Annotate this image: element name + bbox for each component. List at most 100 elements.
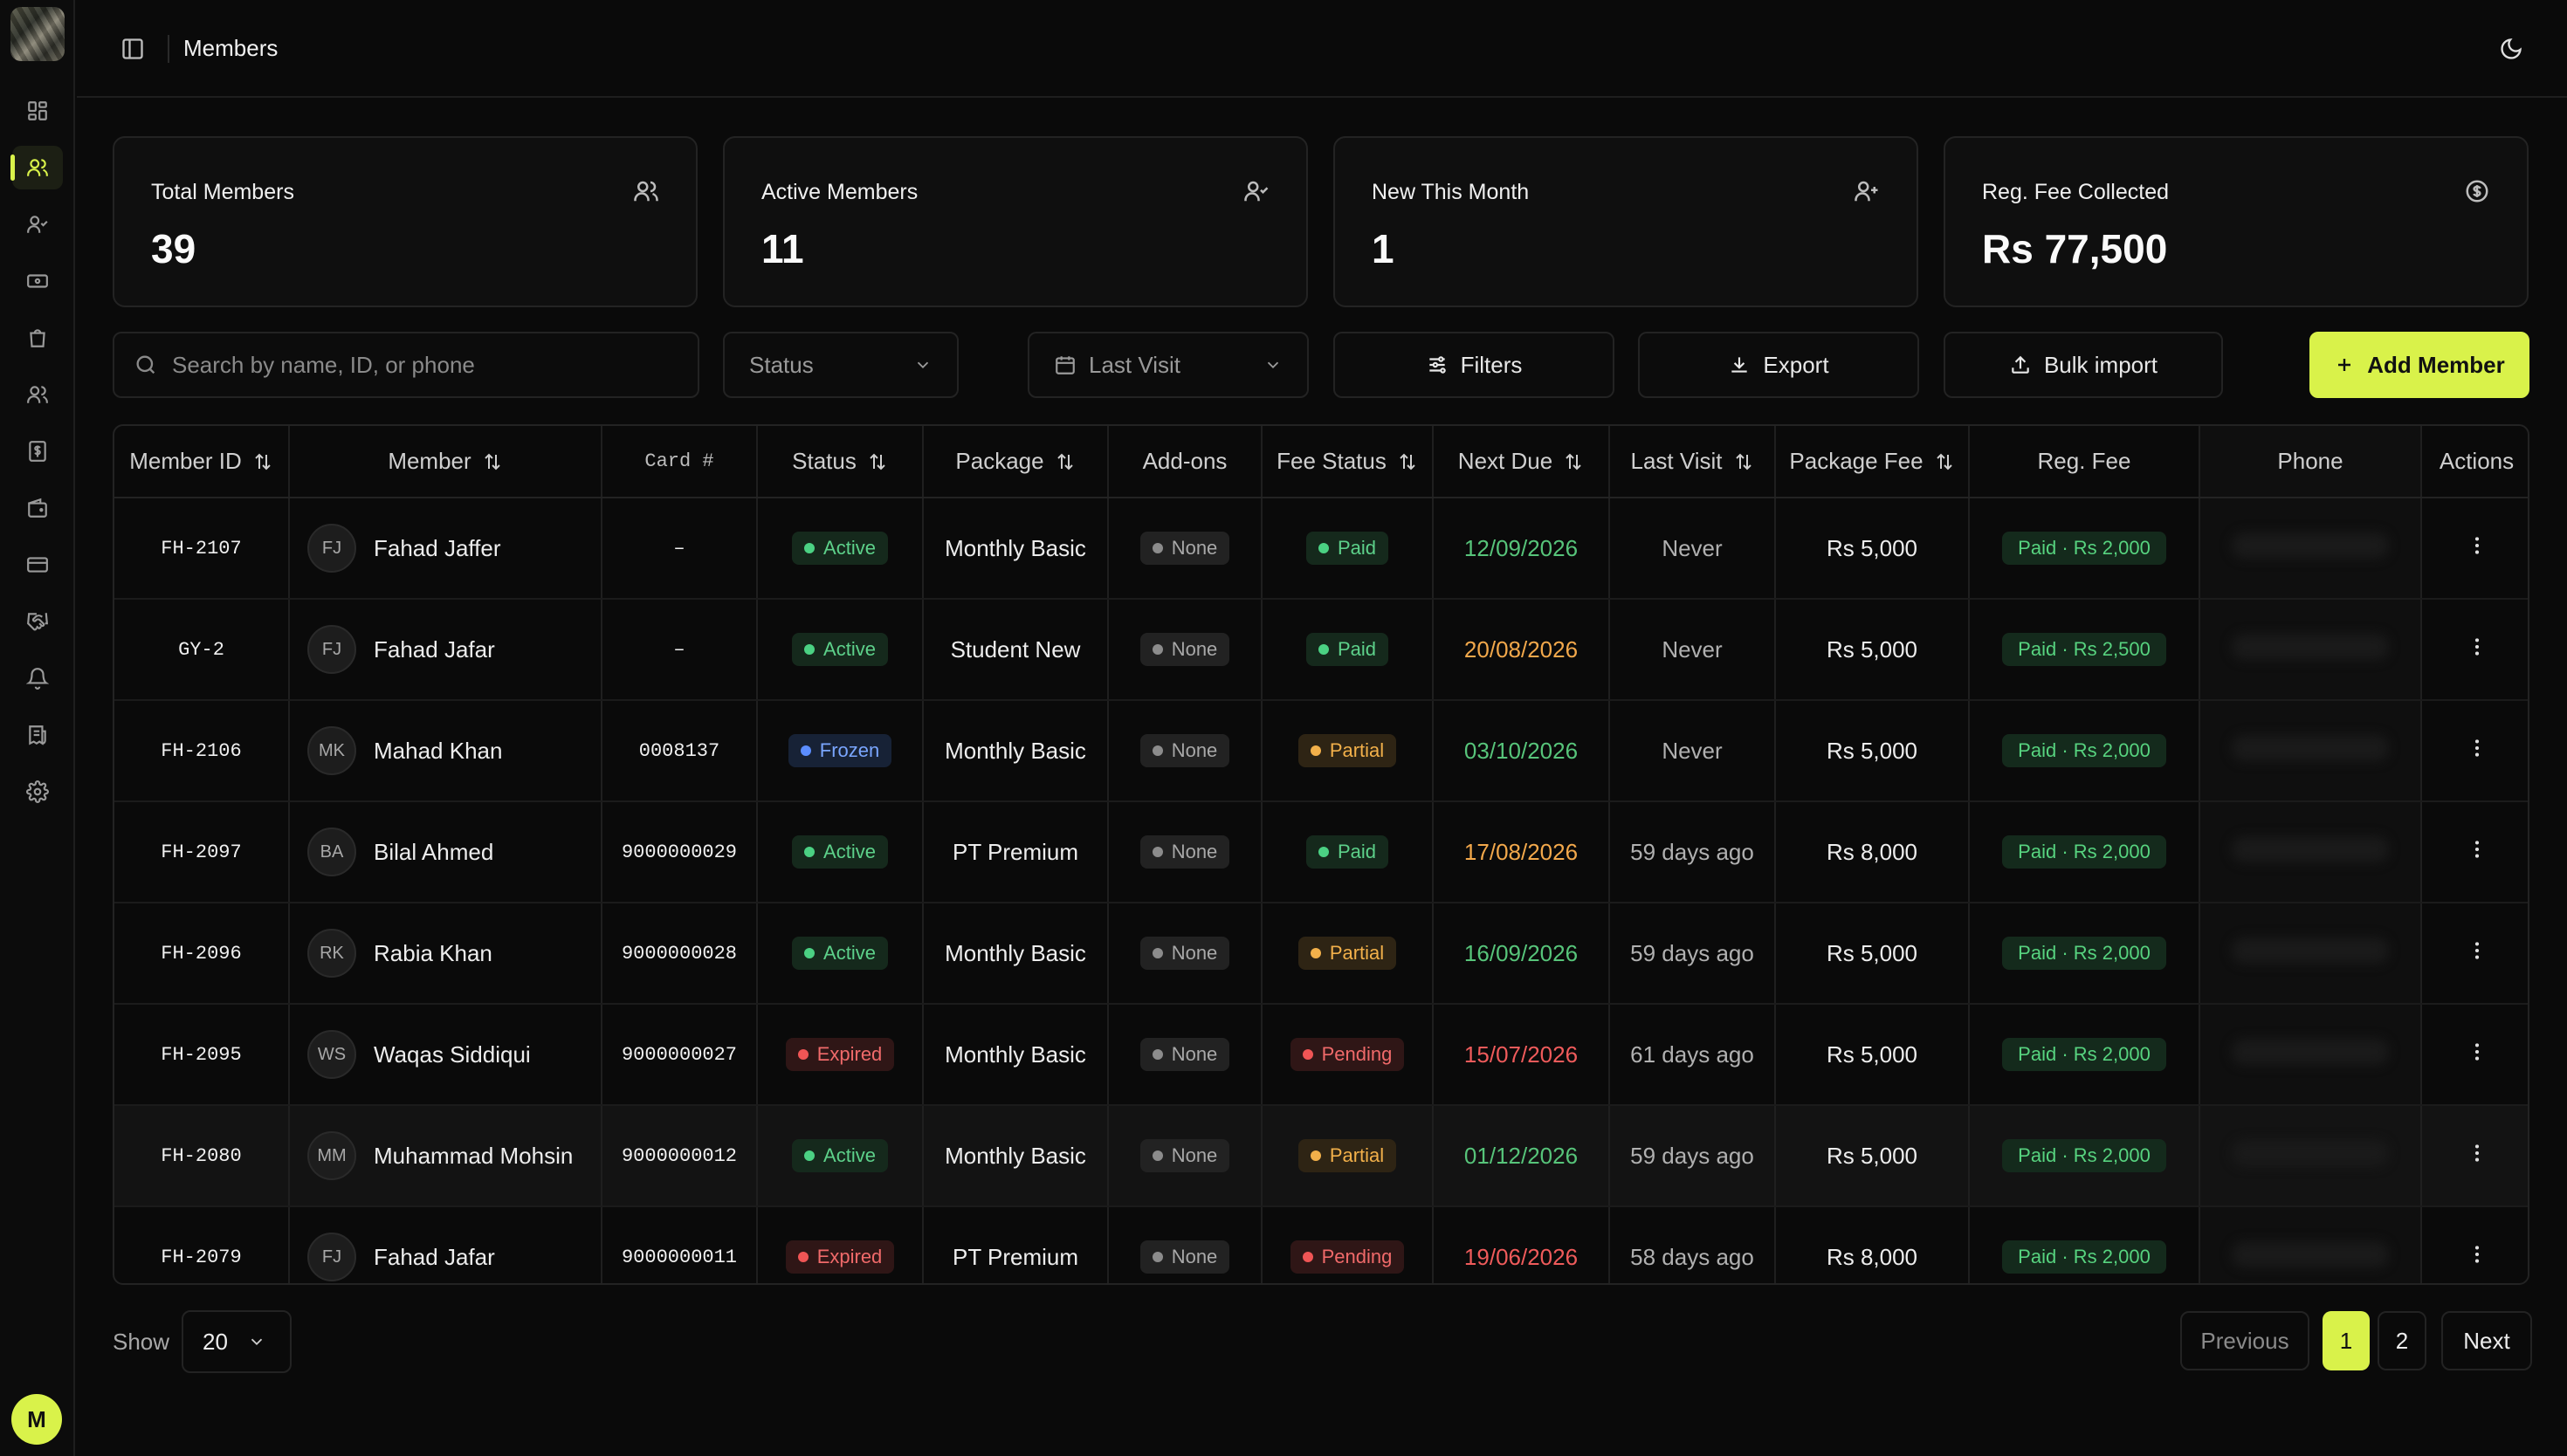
card-number: 0008137 (638, 739, 720, 762)
col-package-fee[interactable]: Package Fee (1775, 426, 1970, 498)
member-id-cell: FH-2080 (114, 1105, 290, 1207)
member-cell[interactable]: RK Rabia Khan (289, 903, 602, 1005)
col-label: Reg. Fee (2037, 448, 2131, 474)
col-member-id[interactable]: Member ID (114, 426, 290, 498)
member-name[interactable]: Mahad Khan (374, 737, 503, 764)
member-cell[interactable]: FJ Fahad Jafar (289, 599, 602, 701)
members-icon[interactable] (10, 146, 63, 189)
export-button[interactable]: Export (1638, 332, 1919, 398)
more-vertical-icon[interactable] (2466, 939, 2488, 962)
sidebar-toggle-icon[interactable] (115, 31, 150, 66)
table-row[interactable]: FH-2096 RK Rabia Khan 9000000028 Active Month… (114, 903, 2528, 1005)
last-visit-cell: Never (1609, 498, 1776, 600)
more-vertical-icon[interactable] (2466, 737, 2488, 759)
more-vertical-icon[interactable] (2466, 1243, 2488, 1266)
fee-status-dot (1318, 847, 1329, 857)
col-member[interactable]: Member (289, 426, 602, 498)
table-row[interactable]: FH-2079 FJ Fahad Jafar 9000000011 Expired PT … (114, 1206, 2528, 1283)
phone-cell (2199, 599, 2422, 701)
ticket-icon[interactable] (12, 259, 63, 303)
fee-status-dot (1310, 745, 1321, 756)
table-row[interactable]: FH-2095 WS Waqas Siddiqui 9000000027 Expired… (114, 1004, 2528, 1106)
more-vertical-icon[interactable] (2466, 1142, 2488, 1164)
table-row[interactable]: FH-2107 FJ Fahad Jaffer – Active Monthly Basi… (114, 498, 2528, 600)
table-row[interactable]: GY-2 FJ Fahad Jafar – Active Student New None P… (114, 599, 2528, 701)
filters-button[interactable]: Filters (1333, 332, 1614, 398)
phone-cell (2199, 700, 2422, 802)
table-row[interactable]: FH-2106 MK Mahad Khan 0008137 Frozen Monthly … (114, 700, 2528, 802)
handshake-icon[interactable] (12, 600, 63, 643)
reg-fee-badge: Paid · Rs 2,000 (2002, 1038, 2166, 1071)
bulk-import-button[interactable]: Bulk import (1944, 332, 2223, 398)
col-last-visit[interactable]: Last Visit (1609, 426, 1776, 498)
page-size-select[interactable]: 20 (182, 1310, 292, 1373)
staff-icon[interactable] (12, 373, 63, 416)
status-badge: Active (792, 532, 888, 565)
shopping-bag-icon[interactable] (12, 316, 63, 360)
phone-cell (2199, 1105, 2422, 1207)
next-due-date: 19/06/2026 (1463, 1243, 1579, 1270)
table-row[interactable]: FH-2080 MM Muhammad Mohsin 9000000012 Active… (114, 1105, 2528, 1207)
col-fee-status[interactable]: Fee Status (1262, 426, 1434, 498)
wallet-icon[interactable] (12, 486, 63, 530)
dashboard-icon[interactable] (12, 89, 63, 133)
status-cell: Active (757, 498, 924, 600)
member-name[interactable]: Muhammad Mohsin (374, 1142, 574, 1169)
col-package[interactable]: Package (923, 426, 1109, 498)
previous-page-button[interactable]: Previous (2180, 1311, 2309, 1370)
user-check-icon[interactable] (12, 203, 63, 246)
reg-fee-cell: Paid · Rs 2,000 (1969, 1206, 2200, 1283)
member-cell[interactable]: BA Bilal Ahmed (289, 801, 602, 903)
status-text: Active (823, 841, 876, 862)
member-name[interactable]: Bilal Ahmed (374, 838, 494, 865)
member-name[interactable]: Rabia Khan (374, 939, 492, 966)
page-2-button[interactable]: 2 (2378, 1311, 2426, 1370)
search-input[interactable]: Search by name, ID, or phone (113, 332, 699, 398)
user-avatar[interactable]: M (11, 1394, 62, 1445)
fee-status-dot (1302, 1049, 1313, 1060)
reg-fee-badge: Paid · Rs 2,000 (2002, 937, 2166, 970)
next-page-button[interactable]: Next (2441, 1311, 2532, 1370)
member-name[interactable]: Fahad Jaffer (374, 534, 501, 561)
more-vertical-icon[interactable] (2466, 534, 2488, 557)
add-ons-text: None (1171, 1144, 1218, 1166)
member-cell[interactable]: MK Mahad Khan (289, 700, 602, 802)
col-status[interactable]: Status (757, 426, 924, 498)
member-cell[interactable]: FJ Fahad Jaffer (289, 498, 602, 600)
member-name[interactable]: Fahad Jafar (374, 635, 495, 663)
col-next-due[interactable]: Next Due (1433, 426, 1610, 498)
fee-status-dot (1318, 543, 1329, 553)
table-row[interactable]: FH-2097 BA Bilal Ahmed 9000000029 Active PT P… (114, 801, 2528, 903)
col-label: Actions (2439, 448, 2515, 474)
more-vertical-icon[interactable] (2466, 838, 2488, 861)
member-name[interactable]: Waqas Siddiqui (374, 1040, 531, 1068)
member-avatar: MK (307, 726, 356, 775)
last-visit-select[interactable]: Last Visit (1028, 332, 1309, 398)
member-name[interactable]: Fahad Jafar (374, 1243, 495, 1270)
add-member-button[interactable]: Add Member (2309, 332, 2529, 398)
more-vertical-icon[interactable] (2466, 1040, 2488, 1063)
card-cell: 9000000012 (602, 1105, 758, 1207)
billing-icon[interactable] (12, 429, 63, 473)
member-cell[interactable]: WS Waqas Siddiqui (289, 1004, 602, 1106)
member-avatar: FJ (307, 625, 356, 674)
reg-fee-badge: Paid · Rs 2,000 (2002, 835, 2166, 869)
bell-icon[interactable] (12, 656, 63, 700)
more-vertical-icon[interactable] (2466, 635, 2488, 658)
member-cell[interactable]: FJ Fahad Jafar (289, 1206, 602, 1283)
status-select[interactable]: Status (723, 332, 959, 398)
add-ons-badge: None (1139, 1139, 1230, 1172)
moon-icon[interactable] (2494, 31, 2529, 66)
receipt-icon[interactable] (12, 713, 63, 757)
card-icon[interactable] (12, 543, 63, 587)
col-label: Add-ons (1142, 448, 1228, 474)
status-text: Expired (816, 1043, 883, 1065)
user-check-icon (1243, 178, 1270, 204)
settings-icon[interactable] (12, 770, 63, 814)
page-1-button[interactable]: 1 (2323, 1311, 2370, 1370)
last-visit: Never (1662, 534, 1723, 561)
gym-logo[interactable] (10, 7, 65, 61)
member-cell[interactable]: MM Muhammad Mohsin (289, 1105, 602, 1207)
sort-icon (252, 451, 273, 472)
add-ons-badge: None (1139, 1240, 1230, 1274)
